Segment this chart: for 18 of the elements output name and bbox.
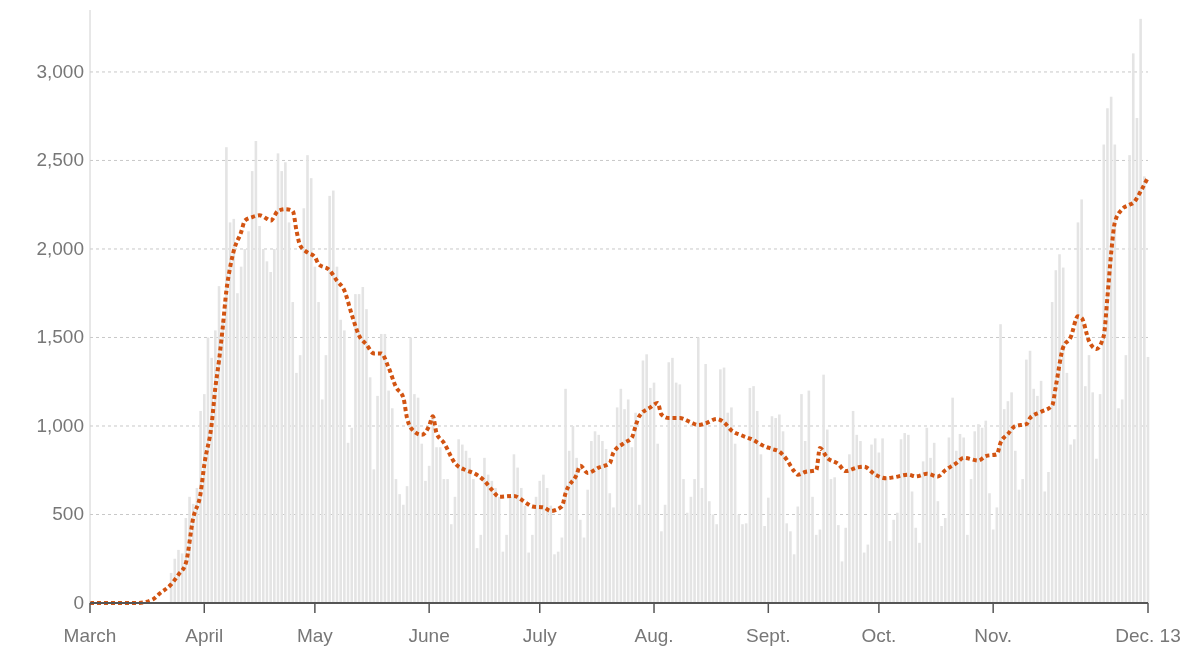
x-tick-label: June [408,625,450,646]
x-tick-label: May [296,625,334,646]
x-tick-label: July [522,625,558,646]
y-tick-label: 3,000 [36,60,84,82]
x-tick-label: Sept. [746,625,791,646]
x-tick-label: Aug. [634,625,674,646]
x-tick-label: Dec. 13 [1115,625,1181,646]
x-tick-label: March [63,625,117,646]
y-tick-label: 1,500 [36,326,84,348]
y-tick-label: 2,500 [36,149,84,171]
y-tick-label: 500 [52,503,84,525]
y-tick-label: 0 [73,592,84,613]
y-tick-label: 2,000 [36,237,84,259]
x-tick-label: April [185,625,224,646]
bar [177,549,180,603]
x-tick-label: Nov. [974,625,1013,646]
x-tick-label: Oct. [861,625,897,646]
y-tick-label: 1,000 [36,414,84,436]
